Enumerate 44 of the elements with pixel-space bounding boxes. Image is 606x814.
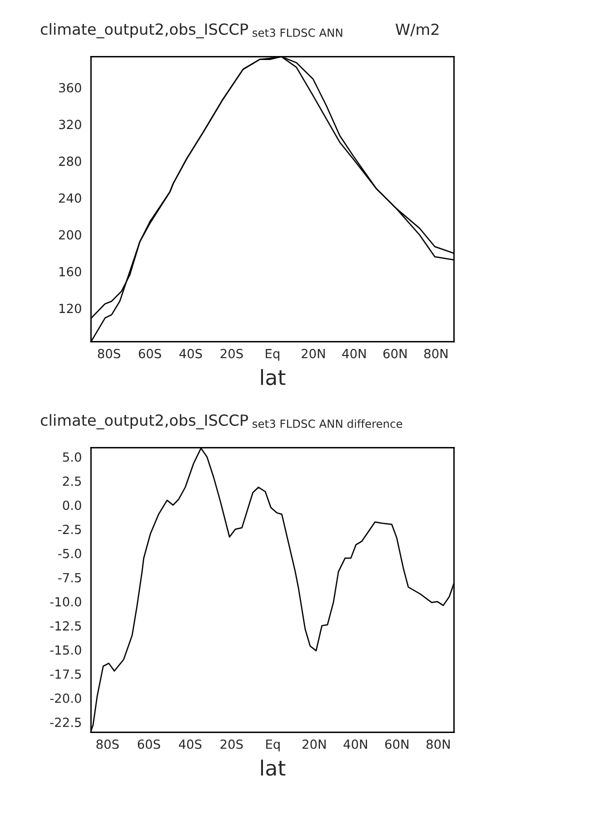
y-tick-label: 5.0 (63, 452, 82, 462)
x-tick-label: 60N (383, 348, 407, 358)
x-tick-label: 80S (98, 348, 120, 358)
chart-title: climate_output2,obs_ISCCP (40, 23, 248, 38)
x-tick-label: 20S (220, 739, 243, 749)
y-tick-label: -5.0 (58, 548, 82, 558)
x-tick-label: 20N (302, 348, 325, 358)
x-tick-label: 40N (344, 739, 367, 749)
y-tick-label: 320 (59, 120, 82, 130)
chart-title: climate_output2,obs_ISCCP (40, 414, 248, 430)
x-tick-label: Eq (266, 740, 280, 752)
x-tick-label: 80N (426, 739, 450, 749)
y-tick-label: 240 (59, 193, 82, 203)
y-tick-label: -22.5 (50, 718, 81, 728)
x-axis-title: lat (261, 760, 286, 776)
y-tick-label: -7.5 (58, 573, 81, 582)
x-tick-label: 40N (342, 348, 366, 358)
x-tick-label: 80S (96, 739, 119, 749)
x-tick-label: 20N (302, 739, 326, 749)
y-tick-label: -17.5 (50, 670, 81, 679)
x-tick-label: 60S (138, 348, 162, 358)
x-tick-label: 40S (178, 739, 202, 749)
x-tick-label: 80N (424, 348, 448, 358)
x-tick-label: 20S (220, 348, 243, 358)
y-tick-label: -10.0 (50, 597, 82, 607)
x-tick-label: 40S (179, 348, 202, 358)
y-tick-label: 120 (59, 304, 82, 314)
y-tick-label: 2.5 (63, 476, 81, 486)
y-tick-label: -15.0 (50, 645, 82, 655)
x-axis-title: lat (261, 369, 286, 386)
y-tick-label: 0.0 (62, 500, 82, 510)
y-tick-label: 360 (59, 82, 82, 92)
y-tick-label: 200 (59, 230, 82, 240)
chart-subtitle: set3 FLDSC ANN (252, 28, 342, 37)
text: W/m2 (396, 24, 438, 36)
y-tick-label: -2.5 (58, 524, 81, 534)
y-tick-label: -12.5 (50, 621, 81, 631)
y-tick-label: 280 (59, 156, 82, 166)
x-tick-label: Eq (266, 349, 280, 361)
y-tick-label: -20.0 (50, 694, 82, 703)
y-tick-label: 160 (59, 266, 82, 276)
chart-subtitle: set3 FLDSC ANN difference (252, 419, 402, 428)
x-tick-label: 60N (385, 739, 408, 749)
x-tick-label: 60S (138, 739, 160, 749)
